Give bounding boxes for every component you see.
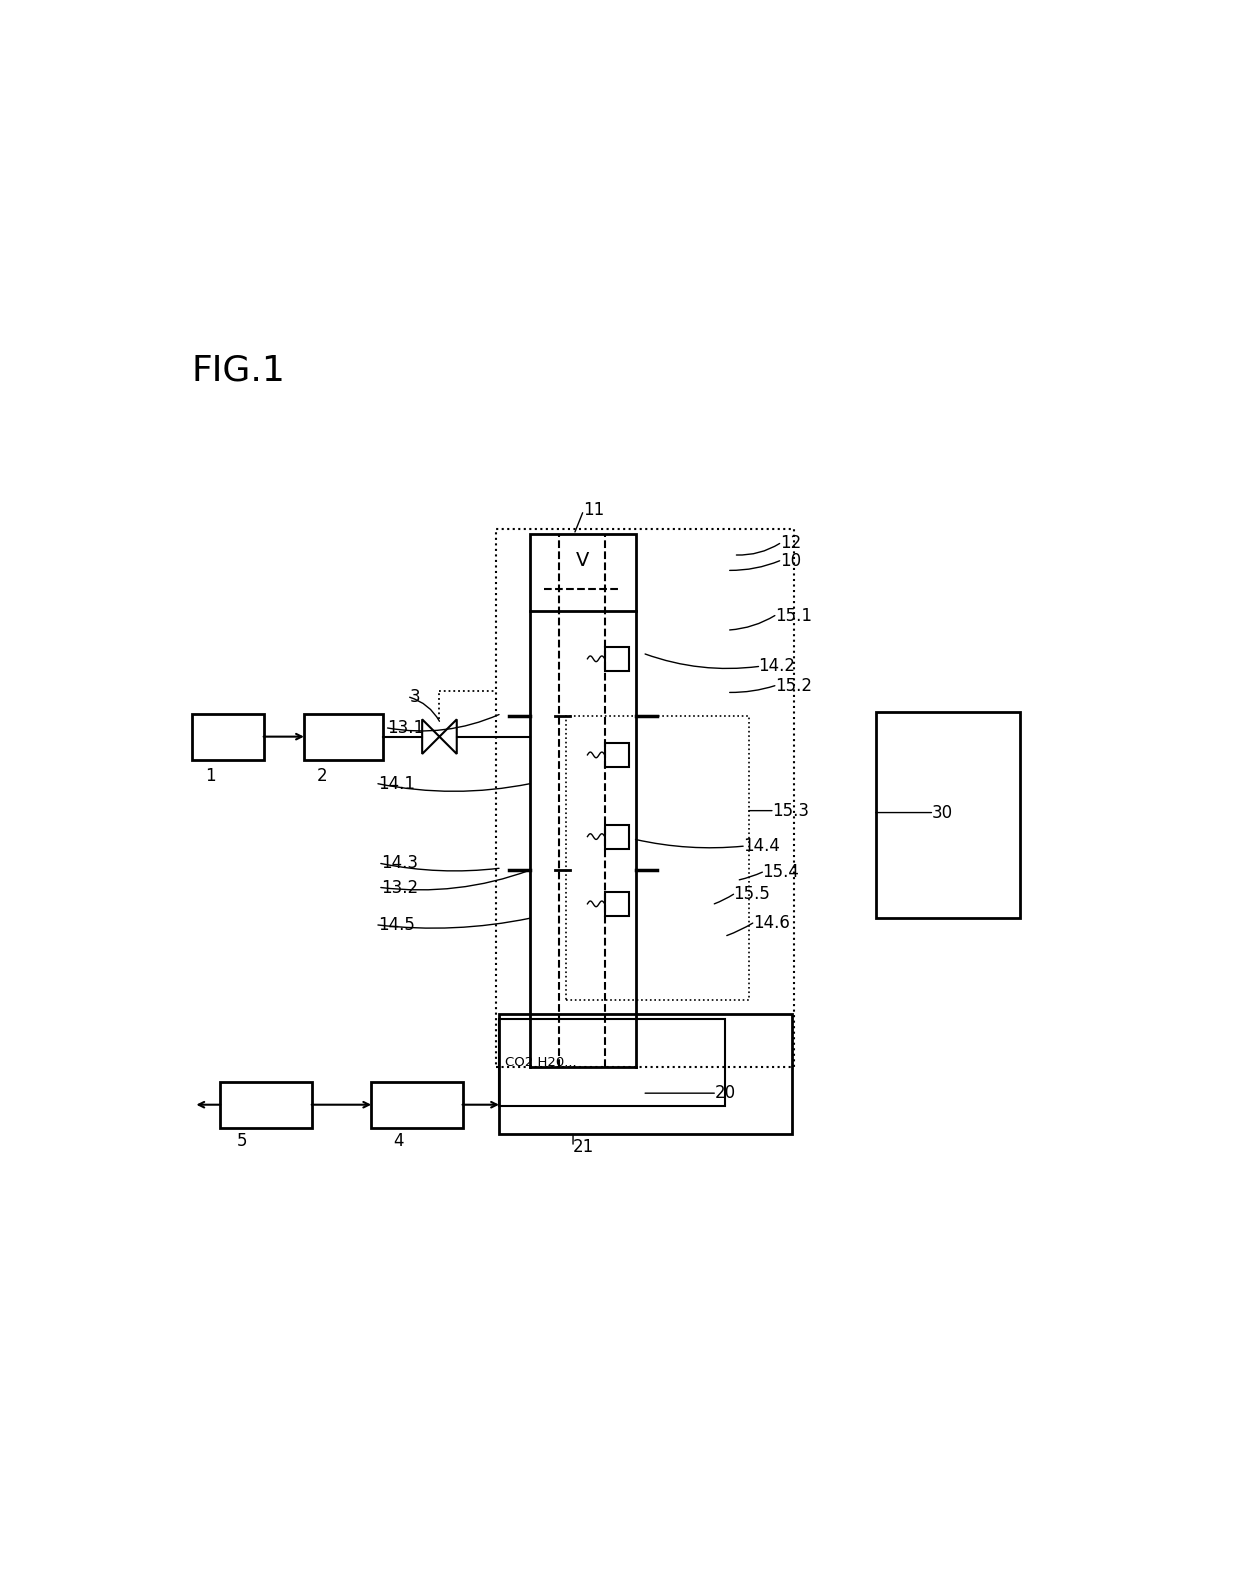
Text: 1: 1 — [205, 766, 216, 785]
Text: CO2 H20...: CO2 H20... — [505, 1056, 577, 1068]
Text: 2: 2 — [316, 766, 327, 785]
Text: 10: 10 — [780, 552, 801, 569]
Text: 13.1: 13.1 — [388, 719, 424, 738]
Bar — [605, 743, 629, 766]
Bar — [605, 892, 629, 916]
Text: 15.4: 15.4 — [763, 863, 800, 881]
Text: 14.4: 14.4 — [743, 838, 780, 855]
Text: V: V — [575, 552, 589, 571]
Text: 5: 5 — [237, 1132, 247, 1150]
Text: 14.1: 14.1 — [378, 774, 415, 793]
Text: 30: 30 — [931, 803, 952, 822]
Text: 20: 20 — [714, 1084, 735, 1102]
Text: 14.2: 14.2 — [759, 658, 796, 676]
Text: 15.1: 15.1 — [775, 606, 812, 625]
Text: 15.3: 15.3 — [773, 801, 808, 819]
Text: 21: 21 — [573, 1138, 594, 1156]
Text: 4: 4 — [393, 1132, 404, 1150]
Text: 3: 3 — [409, 688, 420, 706]
Bar — [605, 825, 629, 849]
Text: 14.6: 14.6 — [753, 914, 790, 932]
Text: 14.3: 14.3 — [381, 854, 418, 873]
Text: 15.2: 15.2 — [775, 677, 812, 695]
Text: 13.2: 13.2 — [381, 879, 418, 897]
Bar — [605, 647, 629, 671]
Text: 15.5: 15.5 — [734, 886, 770, 903]
Text: 14.5: 14.5 — [378, 916, 415, 933]
Text: FIG.1: FIG.1 — [191, 353, 285, 388]
Text: 11: 11 — [583, 501, 604, 518]
Text: 12: 12 — [780, 534, 801, 552]
